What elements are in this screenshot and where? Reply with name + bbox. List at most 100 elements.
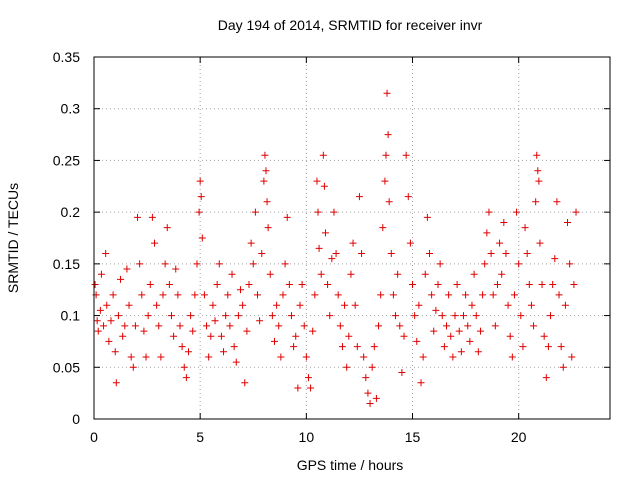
data-point xyxy=(400,332,408,340)
data-point xyxy=(102,250,110,258)
data-point xyxy=(430,327,438,335)
y-tick-label: 0.05 xyxy=(53,359,80,375)
data-point xyxy=(275,322,283,330)
data-point xyxy=(447,332,455,340)
data-point xyxy=(296,301,304,309)
data-point xyxy=(198,234,206,242)
data-point xyxy=(142,353,150,361)
data-point xyxy=(440,343,448,351)
data-point xyxy=(107,317,115,325)
y-tick-label: 0.15 xyxy=(53,256,80,272)
data-point xyxy=(398,368,406,376)
data-point xyxy=(366,399,374,407)
data-point xyxy=(385,198,393,206)
x-axis-label: GPS time / hours xyxy=(297,457,404,473)
data-point xyxy=(317,270,325,278)
data-point xyxy=(347,270,355,278)
data-point xyxy=(207,332,215,340)
data-point xyxy=(521,224,529,232)
data-point xyxy=(536,239,544,247)
data-point xyxy=(140,327,148,335)
data-point xyxy=(506,332,514,340)
data-point xyxy=(381,177,389,185)
data-point xyxy=(309,327,317,335)
data-point xyxy=(165,281,173,289)
data-point xyxy=(258,250,266,258)
data-point xyxy=(496,239,504,247)
data-point xyxy=(105,337,113,345)
data-point xyxy=(532,198,540,206)
data-point xyxy=(568,353,576,361)
data-point xyxy=(217,332,225,340)
data-point xyxy=(453,281,461,289)
data-point xyxy=(491,322,499,330)
data-point xyxy=(127,353,135,361)
data-point xyxy=(436,260,444,268)
data-point xyxy=(451,312,459,320)
data-point xyxy=(382,151,390,159)
data-point xyxy=(112,379,120,387)
data-point xyxy=(517,312,525,320)
data-point xyxy=(174,291,182,299)
data-point xyxy=(121,322,129,330)
data-point xyxy=(353,343,361,351)
data-point xyxy=(203,322,211,330)
data-point xyxy=(523,250,531,258)
y-tick-label: 0.3 xyxy=(61,101,81,117)
data-point xyxy=(423,213,431,221)
data-point xyxy=(237,286,245,294)
data-point xyxy=(404,193,412,201)
data-point xyxy=(483,229,491,237)
data-point xyxy=(474,348,482,356)
data-point xyxy=(91,281,99,289)
data-point xyxy=(215,260,223,268)
data-point xyxy=(222,312,230,320)
data-point xyxy=(163,224,171,232)
data-point xyxy=(148,213,156,221)
y-tick-label: 0.2 xyxy=(61,204,81,220)
data-point xyxy=(572,208,580,216)
axes xyxy=(93,56,611,420)
data-point xyxy=(387,250,395,258)
y-tick-labels: 0 0.05 0.1 0.15 0.2 0.25 0.3 0.35 xyxy=(53,49,80,427)
data-point xyxy=(230,343,238,351)
data-point xyxy=(504,301,512,309)
data-point xyxy=(129,363,137,371)
data-point xyxy=(200,291,208,299)
data-point xyxy=(119,332,127,340)
data-point xyxy=(314,208,322,216)
data-point xyxy=(189,327,197,335)
data-point xyxy=(535,177,543,185)
data-point xyxy=(209,301,217,309)
data-point xyxy=(549,281,557,289)
data-point xyxy=(281,260,289,268)
data-point xyxy=(176,322,184,330)
data-point xyxy=(402,151,410,159)
data-point xyxy=(254,291,262,299)
data-point xyxy=(345,332,353,340)
data-point xyxy=(557,343,565,351)
data-point xyxy=(213,281,221,289)
data-point xyxy=(197,193,205,201)
data-point xyxy=(226,322,234,330)
data-point xyxy=(542,374,550,382)
data-point xyxy=(251,208,259,216)
data-point xyxy=(508,353,516,361)
data-point xyxy=(178,343,186,351)
data-point xyxy=(555,291,563,299)
y-tick-label: 0.35 xyxy=(53,49,80,65)
data-point xyxy=(485,208,493,216)
data-point xyxy=(261,151,269,159)
data-point xyxy=(421,270,429,278)
data-point xyxy=(249,260,257,268)
data-point xyxy=(224,291,232,299)
data-point xyxy=(138,291,146,299)
data-point xyxy=(455,327,463,335)
data-point xyxy=(285,281,293,289)
data-point xyxy=(375,322,383,330)
data-point xyxy=(432,306,440,314)
data-point xyxy=(247,239,255,247)
data-point xyxy=(180,363,188,371)
data-point xyxy=(234,312,242,320)
